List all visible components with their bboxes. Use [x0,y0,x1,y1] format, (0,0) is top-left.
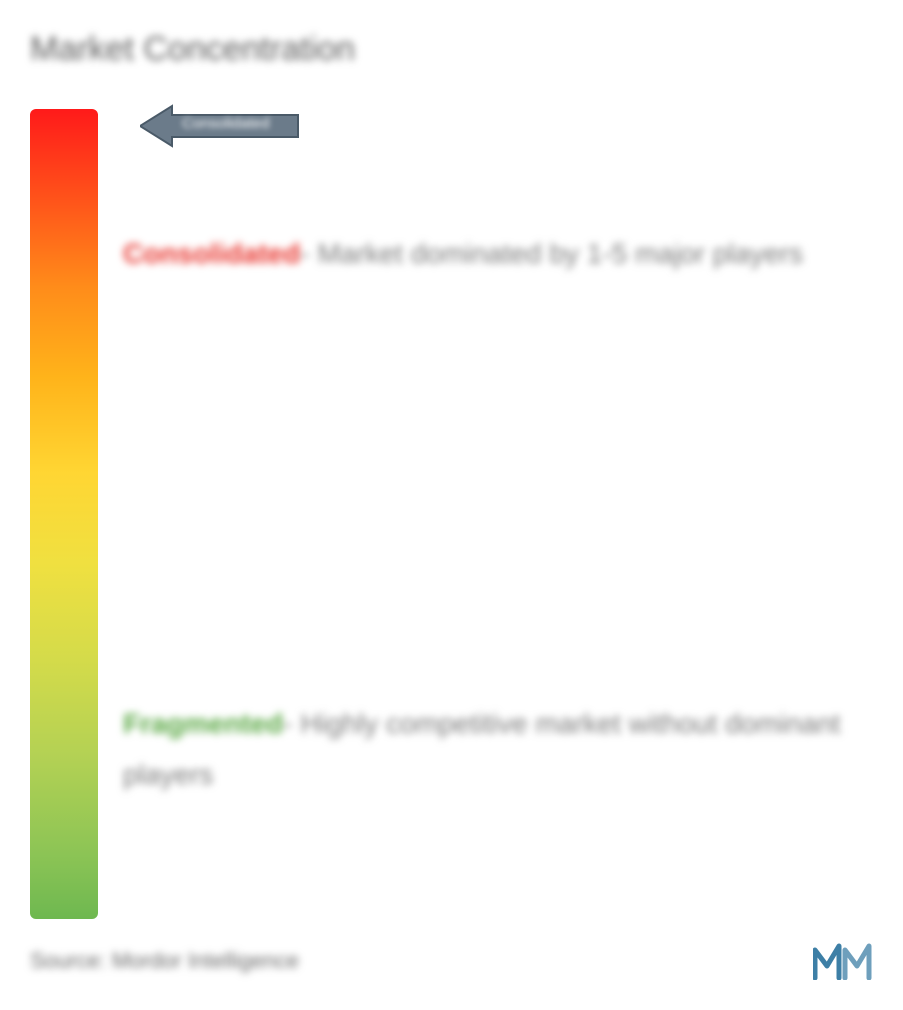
consolidated-description: Consolidated- Market dominated by 1-5 ma… [123,229,873,279]
source-attribution: Source: Mordor Intelligence [30,948,299,974]
logo-icon [813,942,873,980]
brand-logo [813,942,873,980]
fragmented-description: Fragmented- Highly competitive market wi… [123,699,873,800]
concentration-gradient-bar [30,109,98,919]
descriptions-container: Consolidated- Market dominated by 1-5 ma… [123,109,873,800]
consolidated-text: - Market dominated by 1-5 major players [300,238,803,269]
indicator-label: Consolidated [182,115,270,132]
position-indicator: Consolidated [140,101,300,151]
page-title: Market Concentration [30,30,873,69]
concentration-diagram: Consolidated Consolidated- Market domina… [30,109,873,919]
consolidated-label: Consolidated [123,238,300,269]
fragmented-label: Fragmented [123,708,283,739]
footer: Source: Mordor Intelligence [30,942,873,980]
